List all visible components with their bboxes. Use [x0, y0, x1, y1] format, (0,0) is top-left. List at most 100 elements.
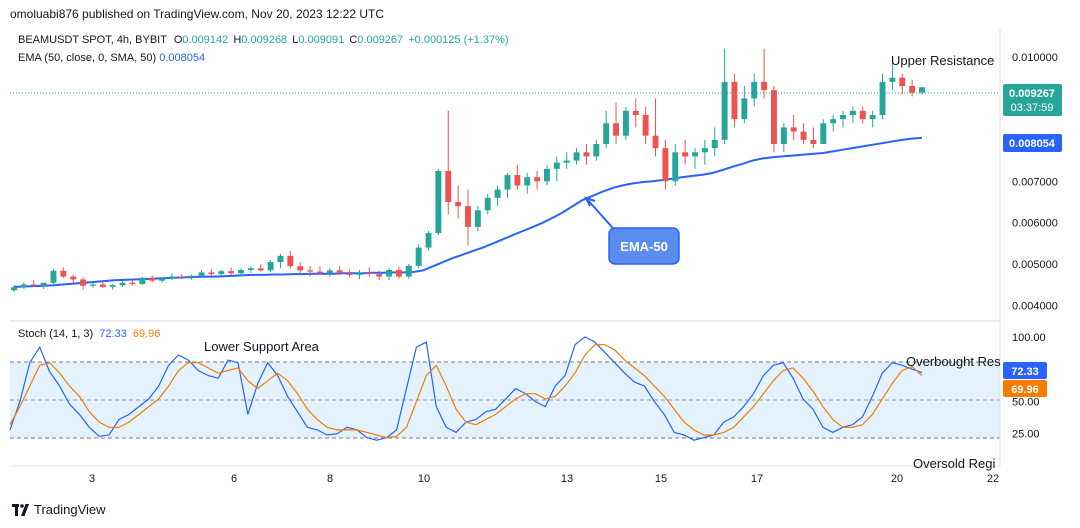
candle[interactable]	[316, 266, 323, 275]
candle[interactable]	[514, 164, 521, 190]
candle[interactable]	[40, 282, 47, 289]
candle[interactable]	[445, 110, 452, 215]
candle[interactable]	[919, 87, 925, 95]
candle[interactable]	[30, 279, 37, 287]
candle[interactable]	[849, 106, 856, 124]
candle[interactable]	[701, 139, 708, 165]
time-axis[interactable]: 3 6 8 10 13 15 17 20 22	[89, 473, 999, 485]
candle[interactable]	[50, 269, 57, 285]
candle[interactable]	[622, 106, 629, 140]
candle[interactable]	[721, 48, 728, 144]
candle[interactable]	[60, 267, 67, 279]
candle[interactable]	[563, 152, 570, 169]
candle[interactable]	[89, 282, 96, 288]
candle[interactable]	[247, 266, 254, 274]
candle[interactable]	[869, 110, 876, 128]
candle[interactable]	[593, 139, 600, 161]
candle[interactable]	[149, 275, 156, 283]
candle[interactable]	[889, 63, 896, 91]
symbol-info[interactable]: BEAMUSDT SPOT, 4h, BYBIT	[18, 34, 167, 46]
candle[interactable]	[909, 79, 916, 97]
candle[interactable]	[879, 73, 886, 120]
candle[interactable]	[11, 284, 17, 292]
candle[interactable]	[494, 185, 501, 207]
candle[interactable]	[632, 98, 639, 128]
candle[interactable]	[129, 279, 136, 286]
candle[interactable]	[534, 170, 541, 190]
candle[interactable]	[346, 269, 353, 278]
candle[interactable]	[238, 268, 244, 276]
candle[interactable]	[672, 144, 679, 186]
candle[interactable]	[810, 127, 817, 149]
candle[interactable]	[780, 123, 787, 153]
candle[interactable]	[415, 244, 422, 269]
candle[interactable]	[741, 86, 748, 124]
candle[interactable]	[159, 277, 166, 283]
ema-callout[interactable]: EMA-50	[584, 196, 680, 265]
candle[interactable]	[326, 268, 333, 277]
candle[interactable]	[80, 277, 87, 290]
candle[interactable]	[277, 253, 284, 269]
candle[interactable]	[198, 269, 205, 278]
candle[interactable]	[553, 156, 560, 182]
candle[interactable]	[583, 144, 590, 165]
candle[interactable]	[99, 281, 106, 289]
candle[interactable]	[573, 148, 580, 165]
candle[interactable]	[761, 48, 768, 99]
candle[interactable]	[208, 269, 215, 276]
stoch-axis[interactable]: 100.00 50.00 25.00	[1012, 332, 1046, 441]
candle[interactable]	[840, 110, 847, 128]
candle[interactable]	[287, 250, 294, 269]
candle[interactable]	[613, 102, 620, 144]
candle[interactable]	[297, 262, 304, 274]
candle[interactable]	[386, 268, 393, 280]
candle[interactable]	[218, 269, 225, 277]
candle[interactable]	[20, 282, 27, 289]
candle[interactable]	[652, 98, 659, 157]
candle[interactable]	[820, 119, 827, 144]
candle[interactable]	[504, 173, 511, 198]
candle[interactable]	[70, 274, 77, 285]
candle[interactable]	[109, 284, 116, 290]
candle[interactable]	[455, 185, 462, 219]
candle[interactable]	[366, 267, 373, 277]
candle[interactable]	[830, 115, 837, 132]
candle[interactable]	[257, 264, 264, 272]
stoch-label[interactable]: Stoch (14, 1, 3)	[18, 328, 94, 340]
candle[interactable]	[800, 123, 807, 144]
stoch-d-line[interactable]	[9, 344, 923, 439]
tradingview-brand[interactable]: TradingView	[12, 502, 106, 517]
candle[interactable]	[731, 73, 738, 128]
candle[interactable]	[178, 274, 185, 280]
candle[interactable]	[859, 106, 866, 124]
candle[interactable]	[603, 110, 610, 149]
ema-label[interactable]: EMA (50, close, 0, SMA, 50)	[18, 52, 157, 64]
candle[interactable]	[395, 266, 402, 279]
candle[interactable]	[228, 267, 235, 275]
ema-50-line[interactable]	[13, 136, 923, 288]
candle[interactable]	[662, 139, 669, 190]
candle[interactable]	[435, 168, 442, 236]
candle[interactable]	[307, 265, 314, 277]
candle[interactable]	[336, 265, 343, 275]
candle[interactable]	[425, 231, 432, 251]
candle[interactable]	[465, 189, 471, 246]
candle[interactable]	[139, 276, 146, 285]
candle[interactable]	[692, 148, 698, 169]
candle[interactable]	[543, 164, 550, 186]
candle[interactable]	[267, 260, 274, 273]
candle[interactable]	[168, 273, 175, 280]
candle[interactable]	[682, 139, 689, 165]
candle[interactable]	[899, 73, 906, 95]
candle[interactable]	[751, 73, 758, 107]
candle[interactable]	[474, 206, 481, 231]
candle[interactable]	[356, 269, 363, 280]
candle[interactable]	[119, 281, 126, 287]
candle[interactable]	[484, 193, 491, 215]
candle[interactable]	[188, 274, 195, 280]
candle[interactable]	[711, 127, 718, 157]
candle[interactable]	[524, 173, 531, 194]
candle[interactable]	[642, 106, 649, 144]
candle[interactable]	[770, 86, 777, 153]
